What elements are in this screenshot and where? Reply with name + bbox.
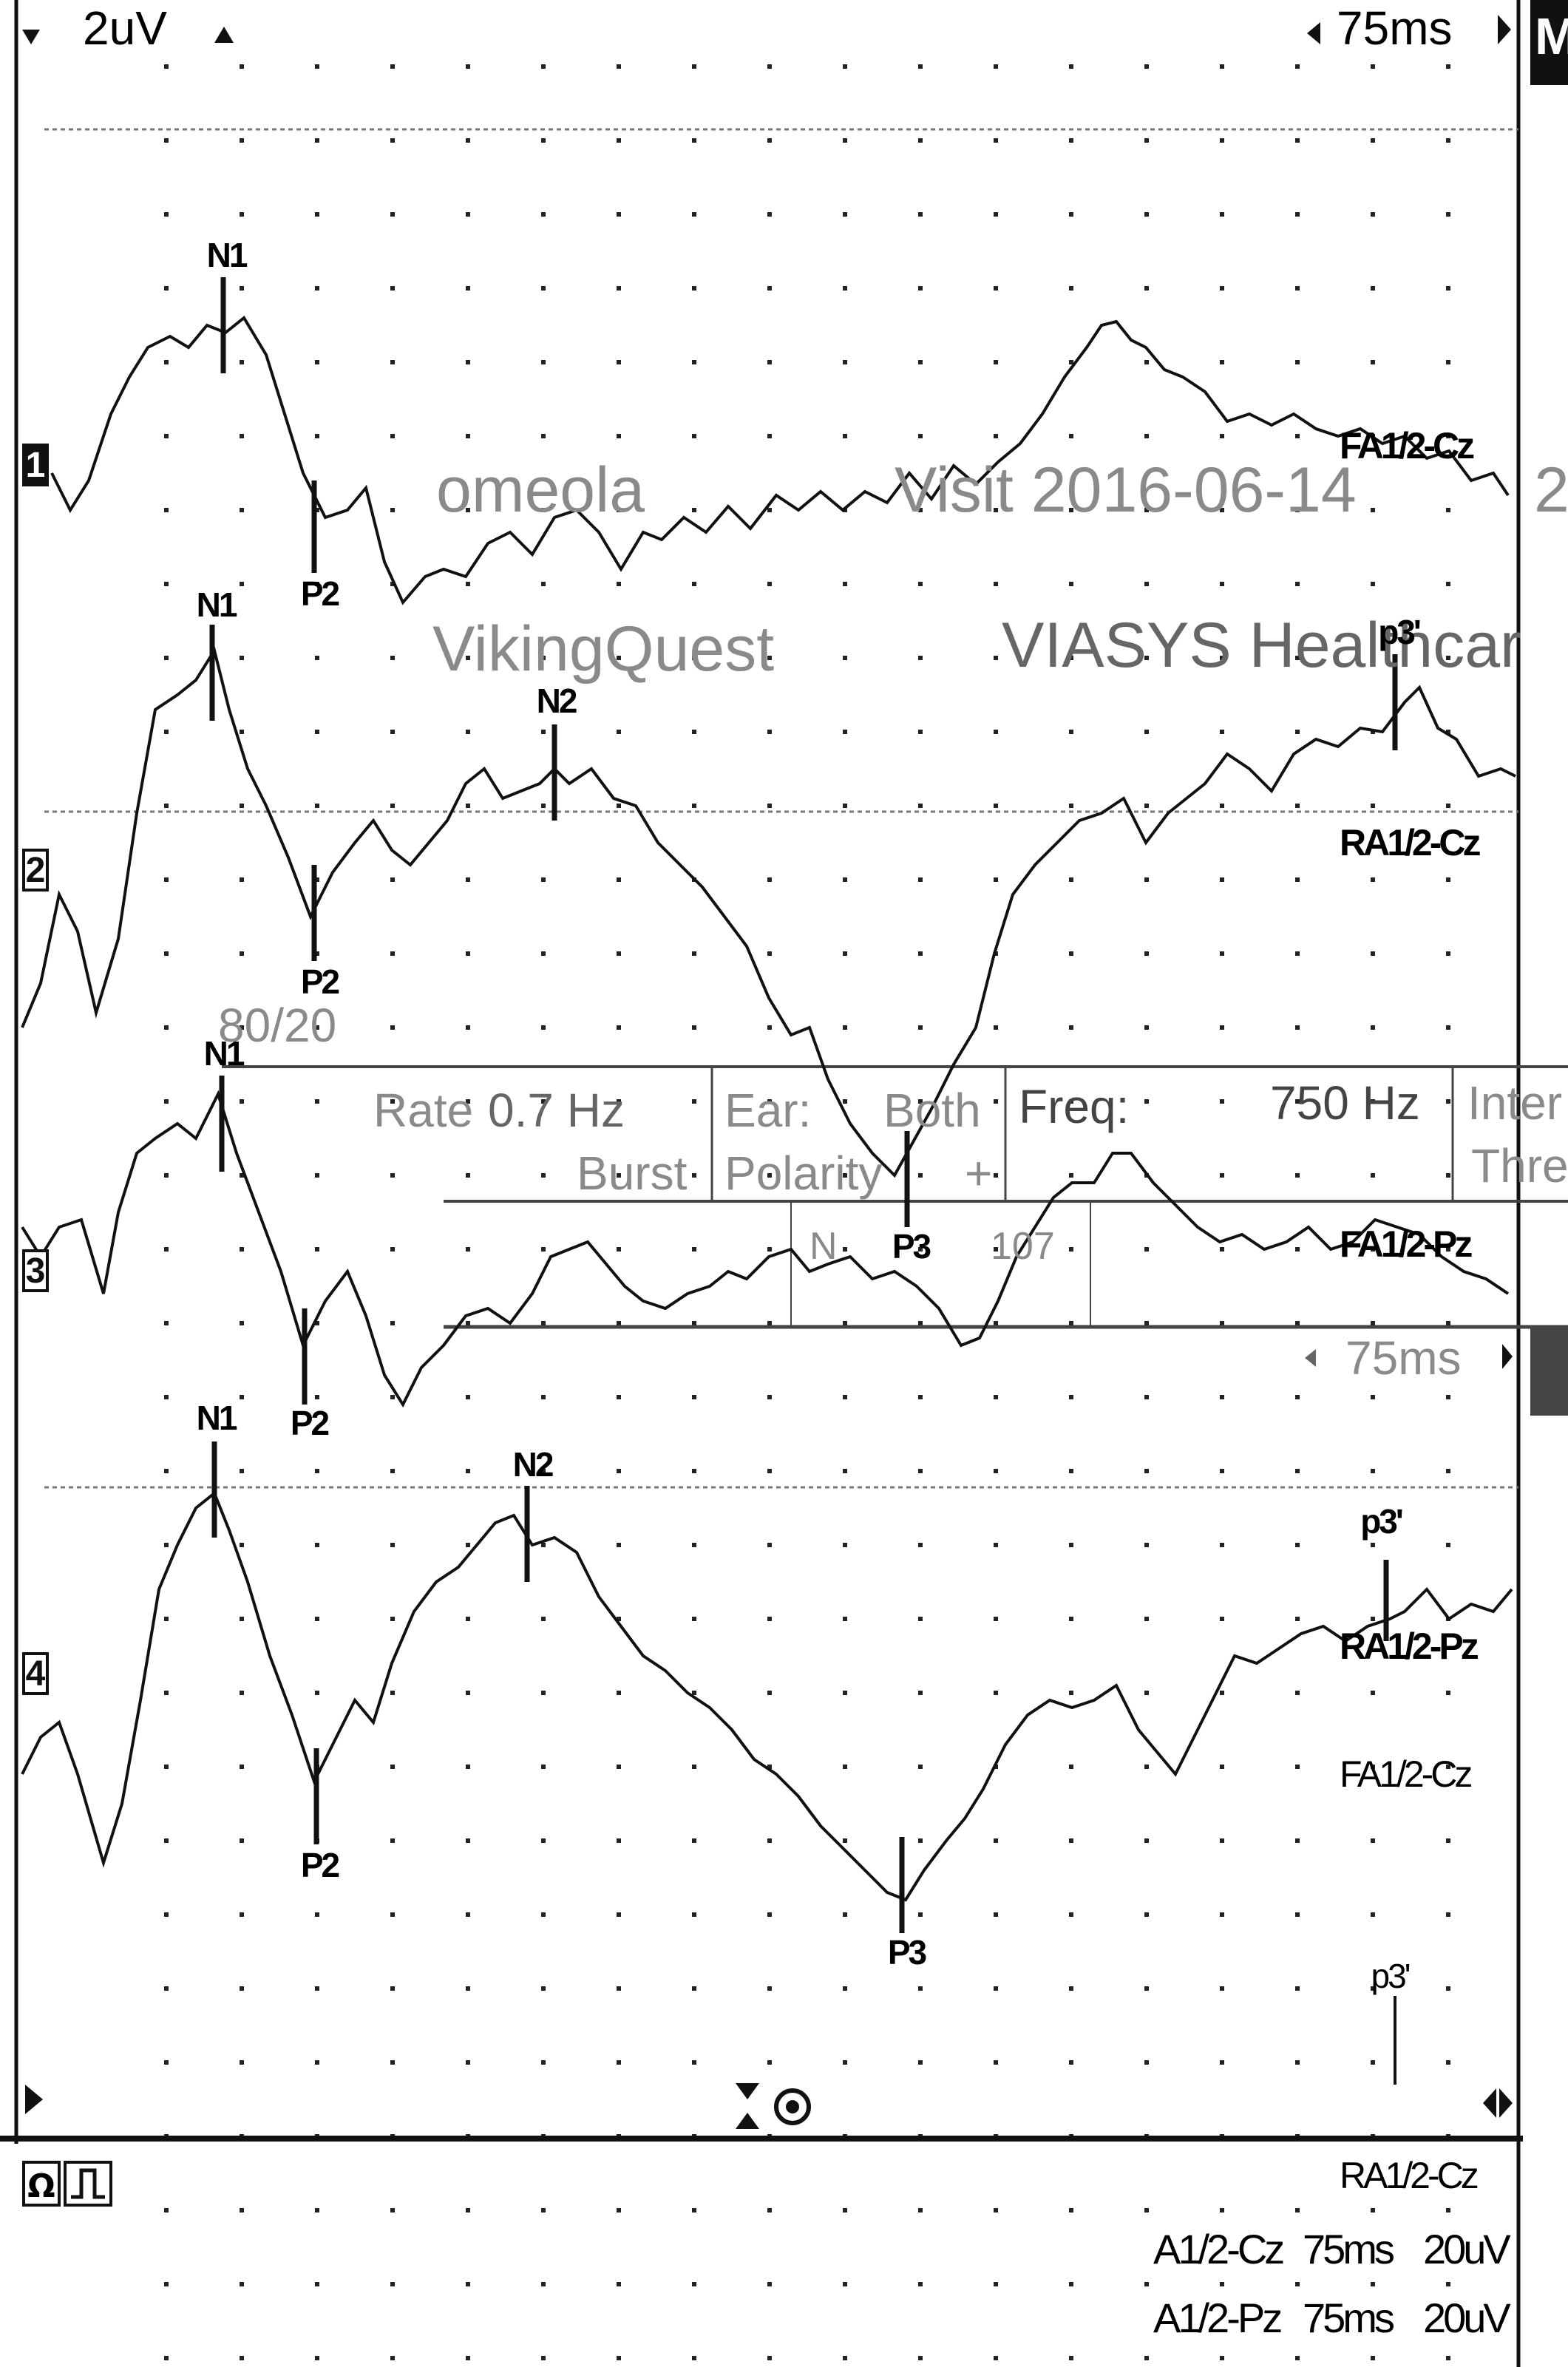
ear-value: Both bbox=[883, 1084, 981, 1137]
threshold-fragment: Thre bbox=[1471, 1139, 1568, 1192]
right-edge-letter: M bbox=[1535, 7, 1568, 65]
peak-label-ch4-p3prime[interactable]: p3' bbox=[1360, 1502, 1404, 1541]
right-edge-block bbox=[1530, 0, 1568, 85]
hourglass-icon[interactable] bbox=[736, 2083, 759, 2129]
arrow-right-icon[interactable] bbox=[1498, 15, 1511, 44]
channel-4-derivation: RA1/2-Pz bbox=[1340, 1626, 1479, 1667]
peak-label-ch2-p3prime[interactable]: p3' bbox=[1378, 613, 1422, 651]
grid-dots bbox=[164, 64, 1450, 2360]
peak-label-ch1-n1[interactable]: N1 bbox=[206, 236, 248, 274]
n-fragment: N bbox=[810, 1225, 838, 1268]
channel-4-number[interactable]: 4 bbox=[22, 1652, 49, 1695]
ear-label: Ear: bbox=[724, 1084, 812, 1137]
peak-label-ch3-n1[interactable]: N1 bbox=[203, 1034, 245, 1073]
channel-1-number[interactable]: 1 bbox=[22, 444, 49, 486]
rate-value: 0.7 Hz bbox=[488, 1084, 625, 1137]
timebase-secondary: 75ms bbox=[1345, 1331, 1462, 1385]
right-edge-block-2 bbox=[1530, 1327, 1568, 1416]
row-2-sensitivity: 20uV bbox=[1423, 2295, 1511, 2341]
peak-label-ch2-n1[interactable]: N1 bbox=[196, 585, 238, 624]
ohm-icon[interactable]: Ω bbox=[22, 2161, 61, 2207]
ghost-settings-box bbox=[222, 1065, 1568, 1329]
polarity-value: + bbox=[965, 1147, 993, 1200]
row-1-sensitivity: 20uV bbox=[1423, 2226, 1511, 2272]
gain-label[interactable]: 2uV bbox=[83, 1, 167, 55]
patient-name-fragment: omeola bbox=[436, 455, 645, 526]
waveform-channel-3 bbox=[21, 1090, 1510, 1408]
channel-2-derivation: RA1/2-Cz bbox=[1340, 822, 1481, 863]
channel-2-number[interactable]: 2 bbox=[22, 849, 49, 892]
svg-text:Ω: Ω bbox=[27, 2167, 55, 2205]
intensity-fragment: Inter bbox=[1467, 1076, 1563, 1130]
peak-label-p3prime-lower: p3' bbox=[1371, 1957, 1411, 1995]
pulse-icon[interactable] bbox=[64, 2161, 112, 2207]
rate-label: Rate bbox=[373, 1084, 474, 1137]
peak-label-ch4-p3[interactable]: P3 bbox=[887, 1933, 927, 1972]
waveform-channel-2 bbox=[21, 646, 1516, 1178]
freq-value: 750 Hz bbox=[1270, 1076, 1420, 1130]
peak-label-ch3-p3[interactable]: P3 bbox=[892, 1227, 931, 1266]
arrow-left-icon[interactable] bbox=[1307, 22, 1320, 44]
product-name: VikingQuest bbox=[432, 614, 775, 685]
peak-label-ch2-n2[interactable]: N2 bbox=[536, 682, 578, 720]
peak-label-ch4-p2[interactable]: P2 bbox=[300, 1846, 340, 1884]
eye-icon[interactable] bbox=[774, 2088, 811, 2125]
peak-label-ch4-n2[interactable]: N2 bbox=[512, 1445, 554, 1484]
channel-4-secondary-derivation: FA1/2-Cz bbox=[1340, 1753, 1473, 1795]
peak-markers[interactable] bbox=[209, 277, 1398, 2085]
triangle-down-icon[interactable] bbox=[22, 30, 40, 44]
timebase-label[interactable]: 75ms bbox=[1337, 1, 1453, 55]
channel-1-derivation: FA1/2-Cz bbox=[1340, 425, 1475, 466]
bottom-derivation: RA1/2-Cz bbox=[1340, 2155, 1479, 2196]
peak-label-ch2-p2[interactable]: P2 bbox=[300, 962, 340, 1001]
visit-text: Visit 2016-06-14 bbox=[895, 455, 1357, 526]
burst-label: Burst bbox=[577, 1147, 688, 1200]
triangle-up-icon[interactable] bbox=[214, 27, 234, 43]
peak-label-ch1-p2[interactable]: P2 bbox=[300, 574, 340, 613]
split-arrow-icon[interactable] bbox=[1483, 2088, 1513, 2118]
peak-label-ch4-n1[interactable]: N1 bbox=[196, 1399, 238, 1437]
arrow-right-icon-2 bbox=[1502, 1344, 1513, 1369]
channel-3-derivation: FA1/2-Pz bbox=[1340, 1223, 1473, 1265]
channel-3-number[interactable]: 3 bbox=[22, 1249, 49, 1292]
n-value-fragment: 107 bbox=[991, 1225, 1055, 1268]
row-2-time: 75ms bbox=[1303, 2295, 1395, 2341]
waveform-channel-4 bbox=[21, 1490, 1513, 1902]
waveform-channel-1 bbox=[50, 316, 1510, 605]
row-1-montage: A1/2-Cz bbox=[1153, 2226, 1285, 2272]
polarity-label: Polarity bbox=[724, 1147, 883, 1200]
row-1-time: 75ms bbox=[1303, 2226, 1395, 2272]
peak-label-ch3-p2[interactable]: P2 bbox=[290, 1404, 330, 1442]
row-2-montage: A1/2-Pz bbox=[1153, 2295, 1283, 2341]
freq-label: Freq: bbox=[1019, 1080, 1130, 1133]
play-marker-icon[interactable] bbox=[25, 2085, 43, 2114]
ratio-fragment: 80/20 bbox=[218, 999, 337, 1052]
arrow-left-icon-2 bbox=[1305, 1349, 1316, 1367]
company-name: VIASYS Healthcar bbox=[1002, 610, 1521, 681]
right-edge-char: 2 bbox=[1534, 455, 1568, 526]
